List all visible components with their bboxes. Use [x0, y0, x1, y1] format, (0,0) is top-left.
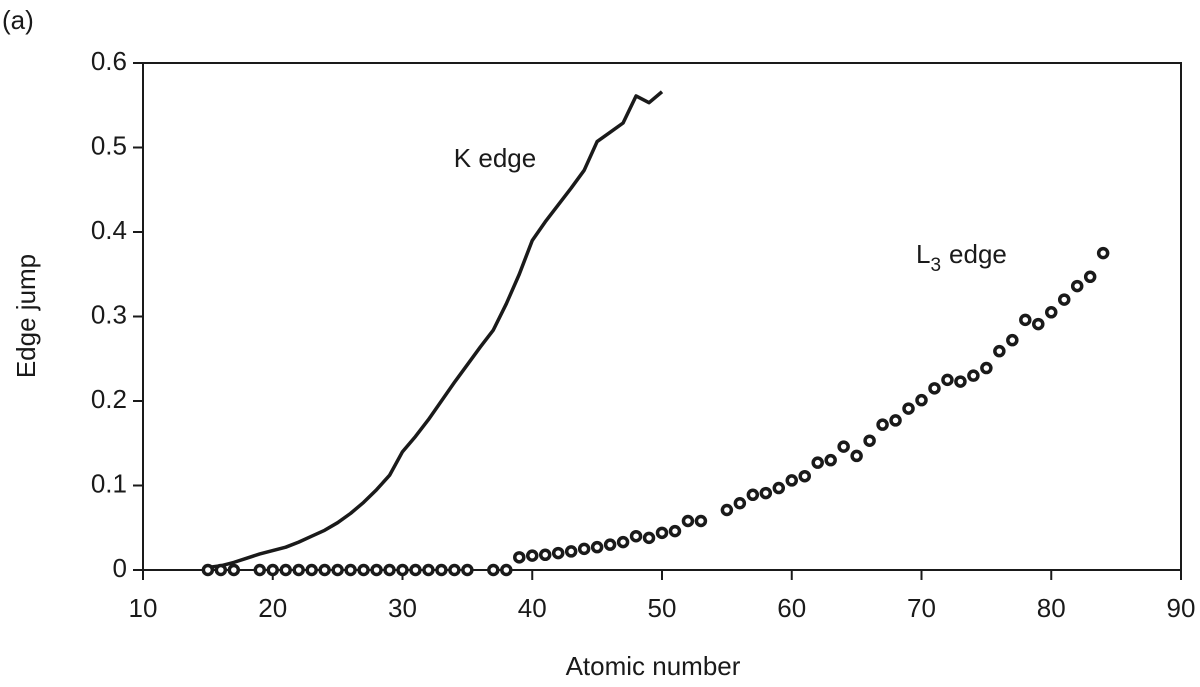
data-point — [1032, 317, 1045, 331]
data-point — [954, 375, 967, 388]
y-axis-label: Edge jump — [11, 254, 41, 378]
data-point — [746, 488, 760, 502]
data-point — [655, 526, 669, 540]
data-point — [668, 524, 682, 538]
data-point — [772, 481, 786, 495]
data-point — [1045, 306, 1058, 319]
data-point — [526, 549, 539, 562]
data-point — [383, 563, 396, 577]
data-point — [590, 540, 604, 554]
data-point — [629, 529, 643, 543]
series-label-rest: edge — [949, 239, 1007, 269]
data-point — [798, 469, 811, 483]
data-point — [344, 563, 357, 577]
series-label-sub: 3 — [930, 255, 941, 276]
x-tick-label: 20 — [258, 593, 287, 623]
data-point — [409, 563, 422, 577]
data-point — [487, 563, 500, 577]
y-tick-label: 0.1 — [91, 468, 127, 498]
data-point — [837, 440, 850, 453]
data-point — [824, 453, 837, 467]
data-point — [318, 563, 331, 577]
y-tick-label: 0.4 — [91, 215, 127, 245]
data-point — [720, 503, 734, 517]
data-point — [538, 548, 552, 562]
data-point — [370, 563, 383, 577]
data-point — [785, 474, 798, 487]
data-point — [500, 563, 513, 577]
data-point — [993, 344, 1006, 358]
series-label-base: L — [916, 239, 930, 269]
data-line — [207, 90, 664, 570]
y-tick-label: 0.2 — [91, 384, 127, 414]
data-point — [305, 563, 318, 577]
data-point — [902, 402, 915, 415]
data-point — [694, 514, 708, 528]
data-point — [928, 382, 941, 395]
data-point — [980, 361, 993, 375]
data-point — [577, 542, 591, 556]
x-tick-label: 80 — [1037, 593, 1066, 623]
data-point — [941, 373, 954, 387]
series-label: L3 edge — [916, 239, 1007, 276]
data-point — [564, 545, 578, 558]
data-point — [889, 414, 902, 427]
data-point — [733, 496, 747, 510]
x-tick-label: 60 — [777, 593, 806, 623]
data-point — [850, 449, 863, 463]
y-tick-label: 0.5 — [91, 130, 127, 160]
data-point — [1006, 333, 1019, 347]
data-point — [967, 369, 980, 382]
data-point — [422, 563, 435, 577]
data-point — [681, 514, 695, 528]
data-point — [1083, 270, 1097, 284]
data-point — [214, 563, 228, 577]
series-label: K edge — [454, 143, 536, 173]
data-point — [876, 418, 889, 431]
y-tick-label: 0 — [113, 553, 127, 583]
x-tick-label: 10 — [129, 593, 158, 623]
data-point — [1096, 246, 1110, 260]
x-tick-label: 90 — [1167, 593, 1196, 623]
panel-label: (a) — [2, 5, 34, 35]
data-point — [616, 535, 630, 549]
data-point — [396, 563, 409, 577]
data-point — [331, 563, 344, 577]
data-point — [863, 434, 876, 447]
data-point — [603, 538, 617, 551]
y-tick-label: 0.6 — [91, 46, 127, 76]
y-tick-label: 0.3 — [91, 299, 127, 329]
data-point — [227, 563, 241, 577]
data-point — [915, 393, 928, 407]
data-point — [759, 486, 773, 500]
data-point — [266, 563, 279, 577]
x-tick-label: 30 — [388, 593, 417, 623]
data-point — [357, 563, 370, 577]
x-tick-label: 40 — [518, 593, 547, 623]
data-point — [1070, 279, 1084, 293]
data-point — [1019, 313, 1032, 327]
data-point — [1057, 293, 1071, 306]
data-point — [461, 563, 474, 577]
data-point — [811, 456, 824, 469]
data-point — [551, 546, 565, 560]
data-point — [279, 563, 292, 577]
data-point — [435, 563, 448, 577]
data-point — [292, 563, 305, 577]
data-point — [642, 531, 656, 545]
x-axis-label: Atomic number — [566, 651, 741, 681]
x-tick-label: 70 — [907, 593, 936, 623]
data-point — [448, 563, 461, 577]
x-tick-label: 50 — [648, 593, 677, 623]
data-point — [253, 563, 267, 577]
data-point — [513, 551, 526, 564]
data-point — [201, 563, 215, 577]
